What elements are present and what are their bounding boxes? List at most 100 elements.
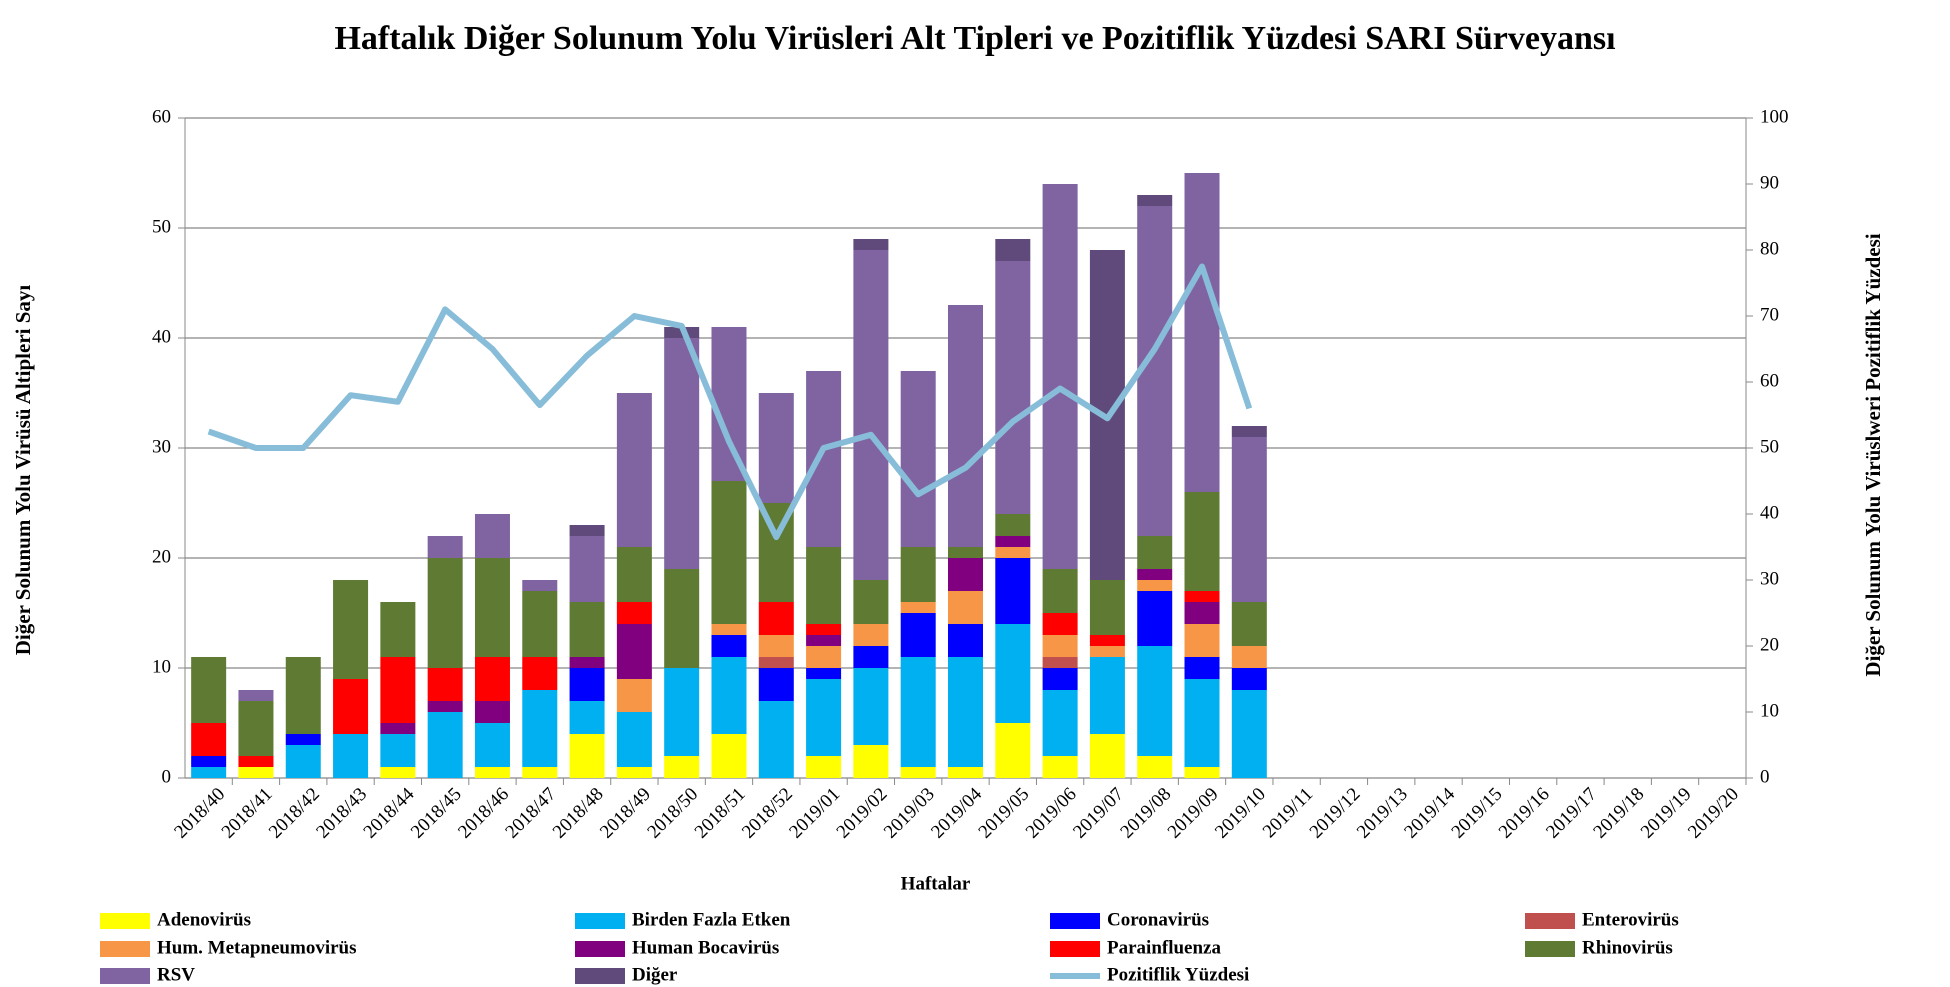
y2-tick-label: 20	[1760, 634, 1779, 655]
bar-segment	[474, 701, 510, 723]
bar-segment	[569, 602, 605, 657]
bar-segment	[664, 668, 700, 756]
bar-segment	[947, 591, 984, 624]
x-tick-label: 2019/18	[1589, 784, 1648, 843]
x-tick-label: 2018/40	[170, 784, 229, 843]
y-tick-label: 0	[162, 766, 172, 787]
bar-segment	[995, 261, 1031, 514]
bar-segment	[333, 734, 369, 778]
bar-segment	[806, 646, 842, 668]
legend-label: Adenovirüs	[157, 909, 251, 930]
bar-segment	[191, 657, 227, 723]
legend-label: Birden Fazla Etken	[632, 909, 791, 930]
bar-segment	[1231, 668, 1267, 690]
bar-segment	[1231, 426, 1267, 437]
legend-swatch	[575, 941, 625, 957]
bar-segment	[427, 701, 463, 712]
bar-segment	[191, 756, 227, 767]
bar-segment	[995, 624, 1031, 723]
bar-segment	[711, 327, 747, 481]
x-tick-label: 2019/11	[1259, 784, 1317, 842]
bar-segment	[711, 635, 747, 657]
bar-segment	[758, 602, 794, 635]
bar-segment	[995, 514, 1031, 536]
line-series	[207, 263, 1253, 541]
bar-segment	[995, 558, 1031, 624]
legend-label: Enterovirüs	[1582, 909, 1679, 930]
bar-segment	[616, 624, 652, 679]
bar-segment	[995, 239, 1031, 261]
legend-swatch	[1525, 941, 1575, 957]
bar-segment	[711, 657, 747, 734]
bar-segment	[191, 723, 227, 756]
y-tick-label: 50	[152, 216, 171, 237]
bar-segment	[853, 646, 889, 668]
y2-tick-label: 70	[1760, 304, 1779, 325]
y-tick-label: 30	[152, 436, 171, 457]
bar-segment	[947, 767, 984, 778]
legend-swatch	[100, 968, 150, 984]
y2-tick-label: 40	[1760, 502, 1779, 523]
x-tick-label: 2019/20	[1684, 784, 1743, 843]
bar-segment	[900, 767, 936, 778]
bar-segment	[522, 591, 558, 657]
bar-segment	[616, 547, 652, 602]
bar-segment	[238, 690, 274, 701]
x-tick-label: 2019/09	[1164, 784, 1223, 843]
bar-segment	[191, 767, 227, 778]
bar-segment	[616, 602, 652, 624]
x-axis-title: Haftalar	[901, 873, 971, 894]
bar-segment	[1184, 767, 1220, 778]
legend-label: Rhinovirüs	[1582, 937, 1673, 958]
bar-segment	[474, 558, 510, 657]
x-tick-label: 2018/45	[407, 784, 466, 843]
bar-segment	[711, 481, 747, 624]
bar-segment	[1042, 635, 1078, 657]
bar-segment	[1042, 756, 1078, 778]
x-tick-label: 2019/04	[927, 783, 986, 842]
legend-label: Pozitiflik Yüzdesi	[1107, 964, 1249, 985]
bar-segment	[522, 580, 558, 591]
bar-segment	[1231, 437, 1267, 602]
x-tick-label: 2018/51	[691, 784, 750, 843]
bar-segment	[1042, 569, 1078, 613]
bar-segment	[1137, 569, 1173, 580]
bar-segment	[1137, 536, 1173, 569]
bar-segment	[806, 756, 842, 778]
x-tick-label: 2019/01	[785, 784, 844, 843]
x-tick-label: 2018/43	[312, 784, 371, 843]
bar-segment	[474, 723, 510, 767]
bar-segment	[1184, 624, 1220, 657]
x-tick-label: 2018/41	[218, 784, 277, 843]
x-tick-label: 2019/02	[833, 784, 892, 843]
bar-segment	[758, 393, 794, 503]
legend-swatch	[575, 968, 625, 984]
bar-segment	[427, 558, 463, 668]
bar-segment	[569, 668, 605, 701]
legend-swatch	[100, 941, 150, 957]
x-tick-label: 2018/49	[596, 784, 655, 843]
y2-tick-label: 90	[1760, 172, 1779, 193]
bar-segment	[1184, 602, 1220, 624]
x-tick-label: 2018/44	[360, 783, 419, 842]
bar-segment	[569, 525, 605, 536]
bar-segment	[522, 690, 558, 767]
bar-segment	[1184, 679, 1220, 767]
bar-segment	[1042, 657, 1078, 668]
bar-segment	[947, 547, 984, 558]
bar-segment	[380, 734, 416, 767]
legend-label: RSV	[157, 964, 195, 985]
bar-segment	[569, 536, 605, 602]
y-tick-label: 60	[152, 106, 171, 127]
y2-tick-label: 100	[1760, 106, 1789, 127]
bar-segment	[853, 624, 889, 646]
y2-tick-label: 60	[1760, 370, 1779, 391]
bar-segment	[380, 767, 416, 778]
x-tick-label: 2019/10	[1211, 784, 1270, 843]
bar-segment	[1089, 580, 1125, 635]
bar-segment	[853, 250, 889, 580]
y2-axis-title: Diğer Solunum Yolu Virüslweri Pozitiflik…	[1861, 233, 1885, 677]
bar-segment	[1231, 646, 1267, 668]
x-tick-label: 2019/13	[1353, 784, 1412, 843]
